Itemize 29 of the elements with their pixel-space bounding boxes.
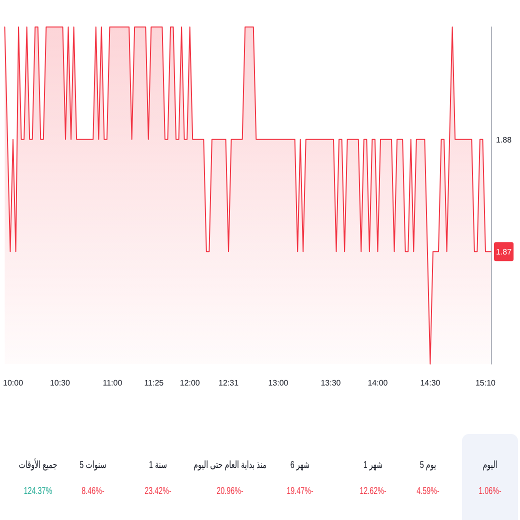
text: 23.42%- (144, 486, 172, 498)
x-tick-label: 12:31 (218, 378, 240, 388)
text: 1 شهر (363, 460, 383, 472)
text: 12.62%- (360, 486, 386, 498)
text: منذ بداية العام حتى اليوم (194, 460, 266, 472)
x-tick-label: 10:30 (50, 378, 71, 388)
text: 4.59%- (416, 486, 440, 498)
text: اليوم (482, 460, 498, 472)
text: 6 شهر (290, 460, 310, 472)
x-tick-label: 10:00 (2, 378, 24, 388)
x-tick-label: 11:00 (102, 378, 123, 388)
x-tick-label: 14:30 (420, 378, 441, 388)
text: 124.37% (24, 486, 52, 498)
x-tick-label: 11:25 (144, 378, 164, 388)
x-tick-label: 12:00 (180, 378, 200, 388)
x-tick-label: 14:00 (368, 378, 388, 388)
text: 1 سنة (148, 460, 168, 472)
x-tick-label: 13:00 (268, 378, 289, 388)
text: 5 يوم (420, 460, 436, 472)
text: 8.46%- (82, 486, 104, 498)
y-tick-label: 1.87 (496, 248, 512, 257)
text: 1.06%- (478, 486, 502, 498)
text: 5 سنوات (80, 460, 106, 472)
text: 19.47%- (286, 486, 314, 498)
x-tick-label: 13:30 (320, 378, 342, 388)
x-tick-label: 15:10 (475, 378, 496, 388)
y-tick-label: 1.88 (496, 135, 512, 144)
text: 20.96%- (216, 486, 244, 498)
text: جميع الأوقات (18, 460, 58, 472)
